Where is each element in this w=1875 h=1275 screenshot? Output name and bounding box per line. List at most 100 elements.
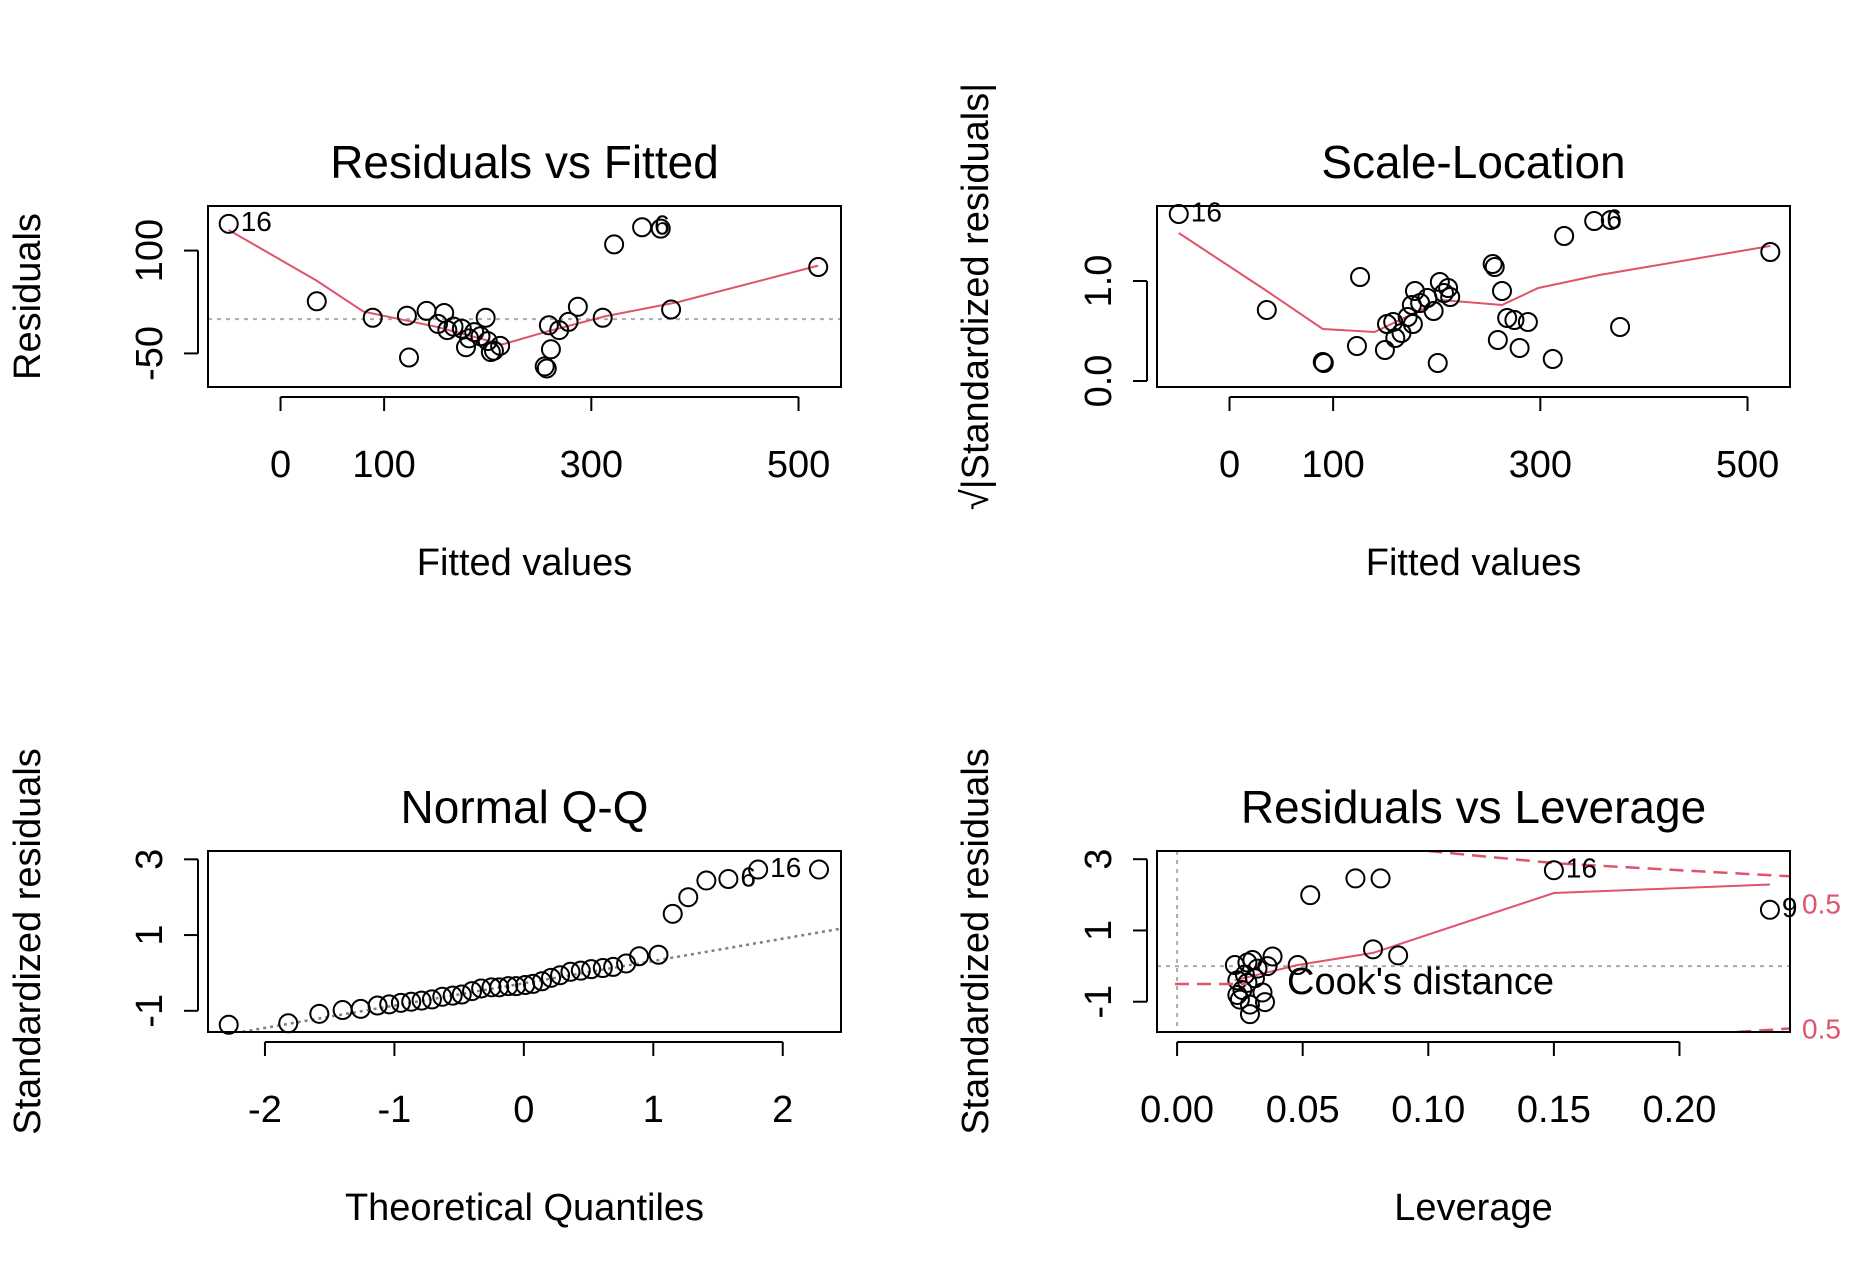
- point: [1427, 353, 1448, 373]
- y-tick-label: 1: [129, 924, 171, 945]
- point: [1504, 310, 1525, 330]
- point: [1313, 353, 1334, 373]
- point: [1497, 308, 1518, 328]
- point: [1584, 211, 1605, 231]
- point: [1509, 338, 1530, 358]
- point: [490, 335, 511, 356]
- y-axis-label: √|Standardized residuals|: [955, 83, 997, 510]
- point: [538, 315, 559, 336]
- x-tick-label: 500: [1716, 444, 1779, 486]
- point: [451, 984, 472, 1005]
- x-axis-label: Leverage: [1394, 1187, 1552, 1229]
- x-tick-label: 0: [1219, 444, 1240, 486]
- point: [362, 307, 383, 328]
- point: [540, 339, 561, 360]
- point: [1350, 267, 1371, 287]
- x-tick-label: 0: [270, 444, 291, 486]
- point: [1239, 1004, 1260, 1025]
- point: [398, 347, 419, 368]
- x-tick-label: 0.05: [1266, 1089, 1340, 1131]
- point: [1239, 994, 1260, 1015]
- point: [1517, 312, 1538, 332]
- plot-frame: [207, 205, 842, 388]
- point: [1487, 330, 1508, 350]
- point: [592, 307, 613, 328]
- y-tick-label: -50: [129, 326, 171, 381]
- point: [1363, 939, 1384, 960]
- y-tick-label: 100: [129, 219, 171, 282]
- point: [808, 257, 829, 278]
- x-tick-label: 0: [513, 1089, 534, 1131]
- point: [1300, 885, 1321, 906]
- point: [1374, 340, 1395, 360]
- point: [332, 1000, 353, 1021]
- point: [1345, 868, 1366, 889]
- smooth-line: [1234, 883, 1770, 982]
- point: [1168, 204, 1189, 224]
- x-axis-label: Theoretical Quantiles: [345, 1187, 704, 1229]
- point: [481, 977, 502, 998]
- plot-frame: [207, 850, 842, 1033]
- point: [1423, 301, 1444, 321]
- point-label: 6: [654, 210, 670, 241]
- point: [1388, 945, 1409, 966]
- point: [462, 981, 483, 1002]
- point-label: 16: [241, 206, 272, 237]
- point: [379, 994, 400, 1015]
- chart-title: Scale-Location: [1321, 136, 1625, 188]
- point: [1440, 287, 1461, 307]
- point: [489, 977, 510, 998]
- chart-title: Residuals vs Fitted: [330, 136, 719, 188]
- chart-title: Residuals vs Leverage: [1241, 781, 1706, 833]
- y-tick-label: 1.0: [1078, 255, 1120, 308]
- point: [1543, 860, 1564, 881]
- point: [411, 990, 432, 1011]
- point: [1287, 955, 1308, 976]
- point: [1252, 982, 1273, 1003]
- point: [558, 311, 579, 332]
- point: [1433, 283, 1454, 303]
- x-axis-label: Fitted values: [1366, 542, 1581, 584]
- x-tick-label: 0.15: [1517, 1089, 1591, 1131]
- legend-label: Cook's distance: [1287, 961, 1554, 1003]
- point: [696, 870, 717, 891]
- y-axis-label: Standardized residuals: [7, 748, 49, 1135]
- point: [483, 340, 504, 361]
- point: [1247, 958, 1268, 979]
- point: [531, 971, 552, 992]
- point: [678, 887, 699, 908]
- point: [459, 328, 480, 349]
- point: [522, 973, 543, 994]
- point: [498, 976, 519, 997]
- point: [218, 213, 239, 234]
- plot-frame: [1156, 205, 1791, 388]
- point: [1484, 257, 1505, 277]
- point: [1402, 314, 1423, 334]
- x-tick-label: 1: [643, 1089, 664, 1131]
- cook-contour: [1428, 851, 1790, 878]
- y-tick-label: 0.0: [1078, 355, 1120, 408]
- x-tick-label: 500: [767, 444, 830, 486]
- x-tick-label: -2: [248, 1089, 282, 1131]
- point: [1255, 992, 1276, 1013]
- y-tick-label: 3: [1078, 849, 1120, 870]
- point: [604, 234, 625, 255]
- point: [367, 995, 388, 1016]
- point: [550, 965, 571, 986]
- point: [1542, 349, 1563, 369]
- point: [421, 989, 442, 1010]
- point: [603, 956, 624, 977]
- point: [650, 218, 671, 239]
- point: [390, 992, 411, 1013]
- point: [808, 859, 829, 880]
- point: [648, 944, 669, 965]
- point: [536, 358, 557, 379]
- point: [396, 305, 417, 326]
- smooth-line: [1178, 232, 1771, 334]
- point: [632, 217, 653, 238]
- x-tick-label: 300: [560, 444, 623, 486]
- point: [1257, 956, 1278, 977]
- plot-frame: [1156, 850, 1791, 1033]
- y-tick-label: 3: [129, 849, 171, 870]
